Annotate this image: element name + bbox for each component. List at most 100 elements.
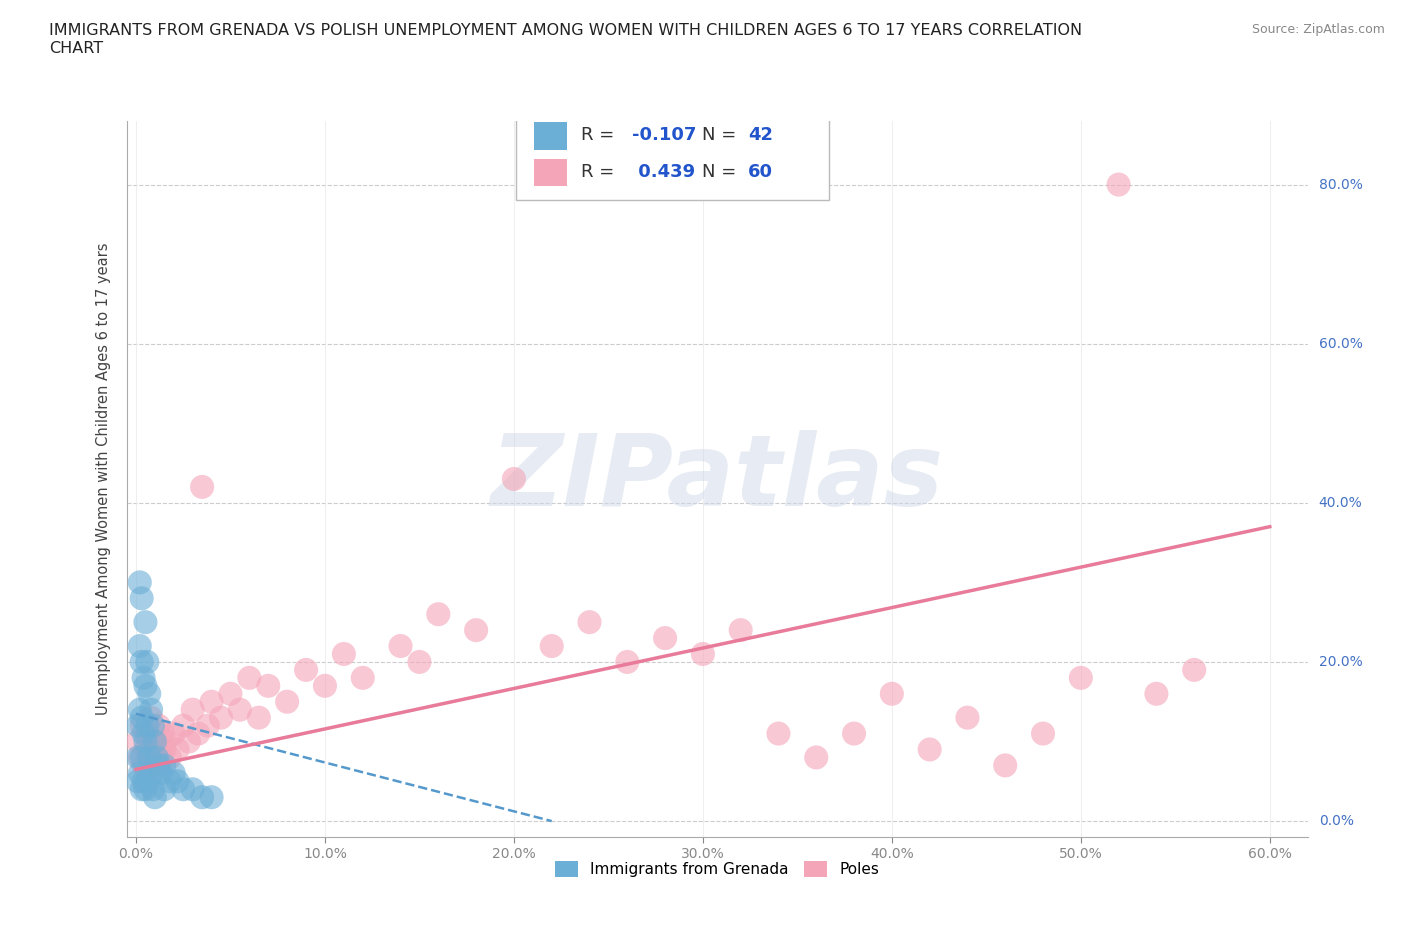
Point (142, 758, 165, 773)
Point (136, 718, 159, 733)
Point (177, 734, 200, 749)
Text: 60.0%: 60.0% (1319, 337, 1362, 351)
Point (806, 750, 828, 764)
Point (295, 662, 318, 677)
Point (197, 718, 219, 733)
Point (994, 758, 1017, 773)
Point (187, 726, 209, 741)
Text: R =: R = (581, 163, 620, 180)
Point (352, 671, 374, 685)
Point (172, 718, 194, 733)
Point (132, 774, 155, 789)
Point (128, 702, 150, 717)
Point (131, 655, 153, 670)
Point (142, 718, 165, 733)
Point (238, 671, 260, 685)
Point (136, 655, 159, 670)
Point (143, 734, 166, 749)
Point (128, 639, 150, 654)
Point (152, 726, 174, 741)
Point (146, 750, 169, 764)
Point (163, 726, 186, 741)
Point (138, 750, 160, 764)
Point (163, 766, 186, 781)
Point (1144, 686, 1167, 701)
Point (128, 766, 150, 781)
Point (131, 782, 153, 797)
Point (127, 734, 149, 749)
Point (1032, 726, 1054, 741)
Point (276, 695, 298, 710)
Point (131, 591, 153, 605)
Text: 60: 60 (748, 163, 773, 180)
Point (191, 790, 214, 804)
Point (200, 790, 222, 804)
Point (132, 671, 155, 685)
Point (134, 782, 156, 797)
Y-axis label: Unemployment Among Women with Children Ages 6 to 17 years: Unemployment Among Women with Children A… (96, 243, 111, 715)
Point (200, 695, 222, 710)
Point (134, 678, 156, 693)
Point (146, 742, 169, 757)
FancyBboxPatch shape (516, 110, 830, 200)
Point (956, 711, 979, 725)
Point (408, 655, 430, 670)
Point (229, 702, 252, 717)
Point (127, 750, 149, 764)
Text: R =: R = (581, 126, 620, 143)
Point (166, 742, 188, 757)
Point (131, 718, 153, 733)
Point (172, 782, 194, 797)
Point (128, 575, 150, 590)
Point (159, 750, 181, 764)
Text: Source: ZipAtlas.com: Source: ZipAtlas.com (1251, 23, 1385, 36)
Point (918, 742, 941, 757)
Point (127, 718, 149, 733)
Point (654, 631, 676, 645)
Point (136, 774, 159, 789)
Text: N =: N = (702, 126, 742, 143)
Point (503, 472, 526, 486)
Point (1108, 177, 1130, 192)
Point (148, 758, 170, 773)
Point (159, 774, 181, 789)
Text: 40.0%: 40.0% (1319, 496, 1362, 510)
Point (247, 711, 270, 725)
Point (131, 750, 153, 764)
Point (314, 678, 336, 693)
Point (153, 782, 176, 797)
Text: 0.0%: 0.0% (1319, 814, 1354, 828)
Point (389, 639, 412, 654)
Point (139, 702, 162, 717)
Point (139, 766, 162, 781)
Point (136, 726, 159, 741)
Point (1182, 662, 1205, 677)
Bar (534, 123, 567, 150)
Point (181, 702, 204, 717)
Text: 42: 42 (748, 126, 773, 143)
Point (880, 686, 903, 701)
Text: N =: N = (702, 163, 742, 180)
Legend: Immigrants from Grenada, Poles: Immigrants from Grenada, Poles (548, 855, 886, 884)
Point (153, 758, 176, 773)
Point (427, 606, 450, 621)
Point (730, 623, 752, 638)
Point (219, 686, 242, 701)
Point (148, 718, 170, 733)
Point (842, 726, 865, 741)
Point (138, 686, 160, 701)
Point (139, 711, 162, 725)
Point (465, 623, 488, 638)
Text: ZIPatlas: ZIPatlas (491, 431, 943, 527)
Point (138, 750, 160, 764)
Point (153, 742, 176, 757)
Text: 20.0%: 20.0% (1319, 655, 1362, 669)
Point (127, 774, 149, 789)
Point (209, 711, 232, 725)
Point (181, 782, 204, 797)
Point (134, 615, 156, 630)
Point (692, 646, 714, 661)
Point (166, 774, 188, 789)
Bar (534, 159, 567, 186)
Point (191, 480, 214, 495)
